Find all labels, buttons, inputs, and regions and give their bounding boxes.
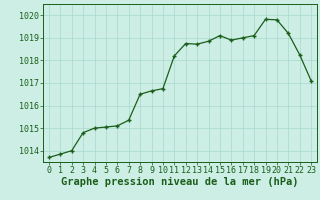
X-axis label: Graphe pression niveau de la mer (hPa): Graphe pression niveau de la mer (hPa) <box>61 177 299 187</box>
